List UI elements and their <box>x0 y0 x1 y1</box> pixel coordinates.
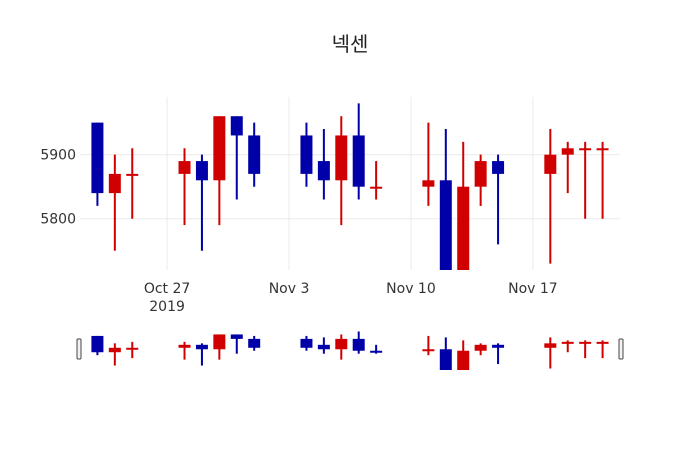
candle[interactable] <box>352 103 365 200</box>
candle-body <box>248 135 261 174</box>
slider-candle-body <box>561 341 574 344</box>
slider-candle-body <box>317 344 330 350</box>
slider-candle-body <box>91 335 104 353</box>
candle-body <box>596 148 609 151</box>
candle[interactable] <box>370 161 383 200</box>
slider-candle-body <box>579 341 592 344</box>
candle-body <box>352 135 365 187</box>
candle-body <box>579 148 592 151</box>
slider-candle-body <box>300 338 313 348</box>
candle[interactable] <box>195 154 208 251</box>
candle-body <box>213 116 226 181</box>
candle-body <box>195 161 208 181</box>
candle-body <box>300 135 313 174</box>
candle-body <box>335 135 348 181</box>
candle[interactable] <box>108 154 121 251</box>
candle[interactable] <box>492 154 505 245</box>
candle[interactable] <box>561 141 574 194</box>
slider-candle-body <box>230 334 243 339</box>
chart-title: 넥센 <box>331 32 369 56</box>
candle[interactable] <box>596 141 609 219</box>
candle-body <box>474 161 487 187</box>
x-tick-label: Nov 10 <box>386 281 436 297</box>
candle-body <box>439 180 452 270</box>
candle[interactable] <box>126 148 139 219</box>
range-slider-right-handle[interactable] <box>618 338 624 360</box>
candle-body <box>178 161 191 174</box>
slider-candle-body <box>474 344 487 351</box>
candle-body <box>91 122 104 194</box>
y-tick-label: 5900 <box>40 148 76 164</box>
slider-candle-body <box>352 338 365 351</box>
candle[interactable] <box>317 129 330 200</box>
slider-candle-body <box>108 347 121 353</box>
slider-candle-body <box>457 350 470 370</box>
candle[interactable] <box>544 129 557 264</box>
candle[interactable] <box>248 122 261 187</box>
candle[interactable] <box>474 154 487 206</box>
slider-candle-body <box>422 349 435 352</box>
y-axis-ticks: 5800 5900 <box>40 148 76 228</box>
x-tick-label: Oct 27 <box>144 281 190 297</box>
candle[interactable] <box>422 122 435 206</box>
y-tick-label: 5800 <box>40 212 76 228</box>
candle-body <box>457 186 470 270</box>
candle[interactable] <box>178 148 191 226</box>
x-axis-ticks: Oct 27 2019 Nov 3 Nov 10 Nov 17 <box>144 281 558 315</box>
candle-body <box>492 161 505 174</box>
x-tick-label: Nov 3 <box>269 281 310 297</box>
range-slider-left-handle[interactable] <box>76 338 82 360</box>
slider-candle-body <box>178 344 191 348</box>
candle-body <box>561 148 574 155</box>
slider-candle-body <box>195 344 208 350</box>
candle[interactable] <box>230 116 243 200</box>
candle-body <box>108 173 121 194</box>
candle[interactable] <box>300 122 313 187</box>
candle-body <box>317 161 330 181</box>
gridlines <box>80 97 620 270</box>
slider-candle-body <box>370 350 383 353</box>
candle-body <box>230 116 243 136</box>
candle-body <box>422 180 435 187</box>
candles[interactable] <box>91 103 609 270</box>
x-tick-label: Nov 17 <box>508 281 558 297</box>
range-slider[interactable] <box>76 331 624 370</box>
slider-candle-body <box>544 343 557 348</box>
candle[interactable] <box>439 129 452 270</box>
slider-candle-body <box>596 341 609 344</box>
candle-body <box>370 186 383 189</box>
slider-candle-body <box>126 347 139 350</box>
candle[interactable] <box>335 116 348 226</box>
candle[interactable] <box>91 122 104 206</box>
slider-candle-body <box>439 349 452 370</box>
slider-candle-body <box>335 338 348 350</box>
candle[interactable] <box>213 116 226 226</box>
slider-candle-body <box>213 334 226 350</box>
x-tick-year-label: 2019 <box>149 299 185 315</box>
candle[interactable] <box>457 141 470 270</box>
candle-body <box>126 173 139 176</box>
candle-body <box>544 154 557 174</box>
candle[interactable] <box>579 141 592 219</box>
slider-candle-body <box>248 338 261 348</box>
slider-candle-body <box>492 344 505 348</box>
